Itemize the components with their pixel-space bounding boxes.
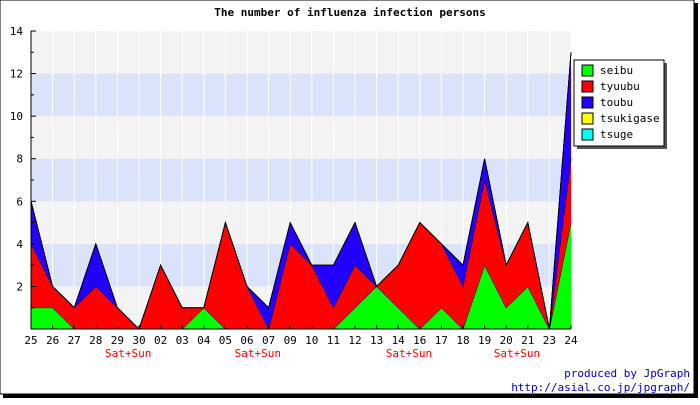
weekend-label: Sat+Sun [235,347,281,360]
area-seibu [31,222,571,329]
x-tick-label: 02 [154,334,167,347]
weekend-label: Sat+Sun [105,347,151,360]
x-tick-label: 20 [500,334,513,347]
y-tick-label: 4 [16,238,23,251]
x-tick-label: 16 [413,334,426,347]
x-tick-label: 14 [392,334,406,347]
legend-swatch-tsukigase [581,112,594,125]
x-tick-label: 26 [46,334,59,347]
x-tick-label: 30 [132,334,145,347]
legend-label-tsuge: tsuge [600,128,633,141]
y-tick-label: 6 [16,195,23,208]
y-tick-label: 14 [10,25,24,38]
x-tick-label: 18 [456,334,469,347]
plot-band [31,31,571,74]
x-tick-label: 25 [24,334,37,347]
x-tick-label: 24 [564,334,578,347]
footer-url[interactable]: http://asial.co.jp/jpgraph/ [511,381,690,394]
x-tick-label: 10 [305,334,318,347]
footer-credit: produced by JpGraph [564,367,690,380]
legend-swatch-tyuubu [581,80,594,93]
x-tick-label: 28 [89,334,102,347]
legend-swatch-tsuge [581,128,594,141]
y-tick-label: 12 [10,68,23,81]
x-tick-label: 05 [219,334,232,347]
x-tick-label: 07 [262,334,275,347]
x-tick-label: 21 [521,334,534,347]
series-outline-tsuge [30,52,572,330]
x-tick-label: 04 [197,334,211,347]
legend-label-seibu: seibu [600,64,633,77]
weekend-label: Sat+Sun [386,347,432,360]
legend-label-tyuubu: tyuubu [600,80,640,93]
legend-label-toubu: toubu [600,96,633,109]
y-tick-label: 8 [16,153,23,166]
x-tick-label: 09 [284,334,297,347]
x-tick-label: 19 [478,334,491,347]
x-tick-label: 27 [68,334,81,347]
x-tick-label: 23 [543,334,556,347]
plot-band [31,116,571,159]
area-tyuubu [31,158,571,329]
x-tick-label: 03 [176,334,189,347]
x-tick-label: 06 [240,334,253,347]
x-tick-label: 17 [435,334,448,347]
area-series [30,52,572,331]
chart-title: The number of influenza infection person… [214,6,486,19]
y-tick-label: 2 [16,280,23,293]
plot-band [31,73,571,117]
x-tick-label: 12 [348,334,361,347]
y-tick-label: 10 [10,110,23,123]
legend-label-tsukigase: tsukigase [600,112,660,125]
legend-swatch-seibu [581,64,594,77]
legend: seibu tyuubu toubu tsukigase tsuge [573,59,667,149]
x-tick-label: 11 [327,334,340,347]
x-tick-label: 29 [111,334,124,347]
weekend-label: Sat+Sun [494,347,540,360]
x-tick-label: 13 [370,334,383,347]
legend-swatch-toubu [581,96,594,109]
